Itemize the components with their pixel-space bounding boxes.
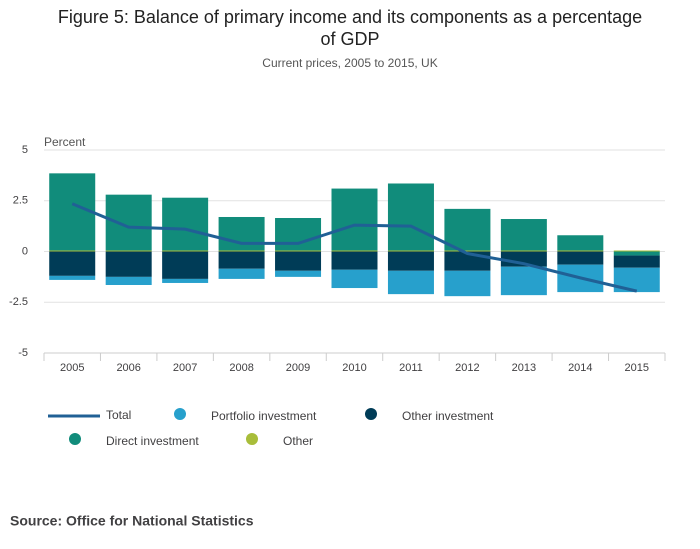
bar — [331, 250, 378, 252]
x-tick-label: 2007 — [173, 362, 197, 374]
bar — [275, 270, 322, 277]
legend-symbol — [365, 408, 377, 420]
bar — [162, 251, 209, 279]
x-tick-label: 2012 — [455, 362, 479, 374]
bar — [105, 250, 152, 252]
bar — [331, 188, 378, 251]
bar — [613, 255, 660, 268]
bar — [387, 270, 434, 295]
chart-title: Figure 5: Balance of primary income and … — [58, 7, 642, 49]
x-tick-label: 2009 — [286, 362, 310, 374]
y-tick-label: -5 — [18, 347, 28, 359]
bar — [218, 268, 265, 279]
bar — [613, 251, 660, 256]
bar — [444, 270, 491, 297]
bar — [613, 250, 660, 252]
x-tick-label: 2014 — [568, 362, 592, 374]
legend-label: Other investment — [402, 409, 494, 423]
legend-label: Direct investment — [106, 434, 199, 448]
y-tick-label: 2.5 — [13, 195, 28, 207]
legend-label: Total — [106, 408, 131, 422]
bar — [105, 251, 152, 277]
x-tick-label: 2005 — [60, 362, 84, 374]
x-tick-label: 2011 — [399, 362, 423, 374]
bar — [331, 251, 378, 270]
legend-symbol — [174, 408, 186, 420]
bar — [275, 250, 322, 252]
bar — [500, 219, 547, 251]
bar — [162, 278, 209, 283]
legend-label: Other — [283, 434, 313, 448]
bar — [557, 235, 604, 251]
bar — [557, 251, 604, 265]
x-tick-label: 2010 — [342, 362, 366, 374]
x-tick-label: 2015 — [625, 362, 649, 374]
bar — [218, 216, 265, 251]
legend-label: Portfolio investment — [211, 409, 317, 423]
bar — [105, 276, 152, 285]
bar — [444, 250, 491, 252]
bar — [162, 197, 209, 251]
title-line: of GDP — [320, 29, 379, 49]
bar — [218, 251, 265, 269]
bar — [105, 194, 152, 251]
bar — [162, 250, 209, 252]
bar — [49, 173, 96, 251]
bar — [500, 266, 547, 296]
bar — [387, 183, 434, 251]
y-tick-label: -2.5 — [9, 296, 28, 308]
bar — [218, 250, 265, 252]
bar — [49, 251, 96, 276]
bar — [331, 269, 378, 289]
y-tick-label: 5 — [22, 144, 28, 156]
bar — [444, 208, 491, 251]
bar — [387, 251, 434, 271]
bar — [49, 250, 96, 252]
x-tick-label: 2013 — [512, 362, 536, 374]
y-axis-label: Percent — [44, 135, 86, 149]
y-tick-label: 0 — [22, 245, 28, 257]
legend-symbol — [69, 433, 81, 445]
legend-symbol — [246, 433, 258, 445]
chart-subtitle: Current prices, 2005 to 2015, UK — [262, 56, 437, 70]
x-tick-label: 2008 — [229, 362, 253, 374]
bar — [387, 250, 434, 252]
source: Source: Office for National Statistics — [10, 513, 254, 529]
bar — [557, 250, 604, 252]
title-line: Figure 5: Balance of primary income and … — [58, 7, 642, 27]
line-series — [71, 202, 638, 293]
bar — [49, 275, 96, 280]
x-tick-label: 2006 — [116, 362, 140, 374]
bar — [500, 250, 547, 252]
bar — [275, 251, 322, 271]
bar — [275, 218, 322, 251]
